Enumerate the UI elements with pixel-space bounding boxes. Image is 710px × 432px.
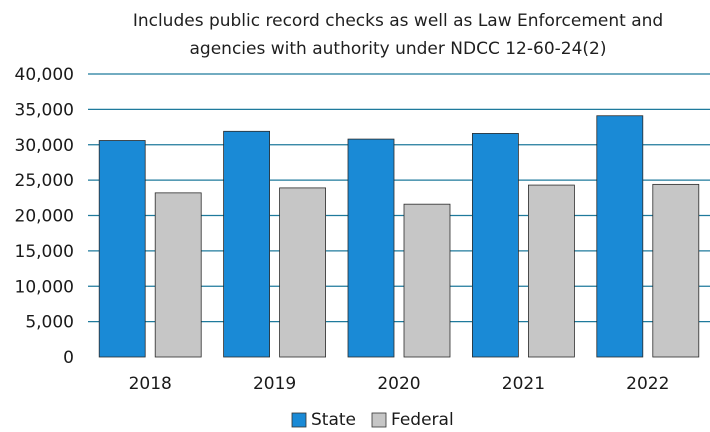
y-tick-label: 30,000 xyxy=(15,136,74,156)
y-tick-label: 0 xyxy=(63,348,74,368)
bar-federal-2021 xyxy=(528,185,574,357)
y-tick-label: 5,000 xyxy=(25,313,74,333)
y-axis-ticks: 0 5,000 10,000 15,000 20,000 25,000 30,000 35,0… xyxy=(15,65,74,368)
legend-swatch-federal xyxy=(372,413,386,427)
y-tick-label: 25,000 xyxy=(15,171,74,191)
y-tick-label: 15,000 xyxy=(15,242,74,262)
bar-state-2019 xyxy=(224,131,270,357)
x-tick-label: 2019 xyxy=(253,374,296,394)
x-axis-ticks: 2018 2019 2020 2021 2022 xyxy=(129,374,670,394)
x-tick-label: 2021 xyxy=(502,374,545,394)
chart-title-line-1: Includes public record checks as well as… xyxy=(133,11,663,31)
bar-federal-2020 xyxy=(404,204,450,357)
bar-state-2020 xyxy=(348,139,394,357)
bar-federal-2022 xyxy=(653,184,699,357)
legend: State Federal xyxy=(292,410,454,430)
chart-title: Includes public record checks as well as… xyxy=(133,11,663,59)
bar-federal-2019 xyxy=(280,188,326,357)
bar-federal-2018 xyxy=(155,193,201,357)
legend-swatch-state xyxy=(292,413,306,427)
legend-label-federal: Federal xyxy=(391,410,454,430)
bar-state-2021 xyxy=(472,133,518,357)
x-tick-label: 2022 xyxy=(626,374,669,394)
x-tick-label: 2018 xyxy=(129,374,172,394)
y-tick-label: 35,000 xyxy=(15,100,74,120)
x-tick-label: 2020 xyxy=(377,374,420,394)
bar-state-2022 xyxy=(597,116,643,357)
legend-label-state: State xyxy=(311,410,356,430)
y-tick-label: 40,000 xyxy=(15,65,74,85)
chart-title-line-2: agencies with authority under NDCC 12-60… xyxy=(190,39,607,59)
bar-state-2018 xyxy=(99,141,145,357)
y-tick-label: 10,000 xyxy=(15,277,74,297)
y-tick-label: 20,000 xyxy=(15,207,74,227)
bars xyxy=(99,116,699,357)
